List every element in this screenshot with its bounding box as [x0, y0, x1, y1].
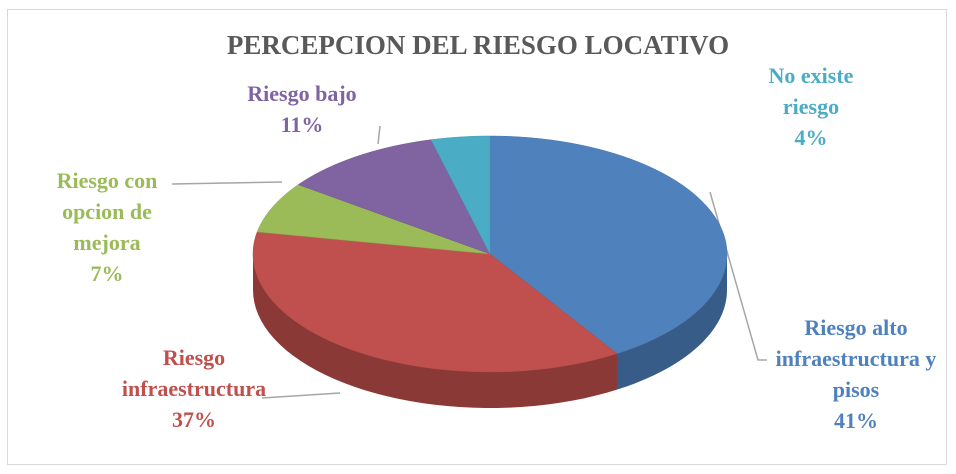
slice	[430, 135, 491, 255]
category-label: No existe riesgo	[768, 63, 854, 119]
slice	[297, 139, 491, 255]
value-label: 4%	[794, 125, 828, 150]
category-label: Riesgo bajo	[247, 81, 357, 106]
leader-line	[377, 125, 381, 145]
category-label: Riesgo alto infraestructura y pisos	[775, 315, 937, 402]
category-label: Riesgo infraestructura	[121, 345, 267, 401]
category-label: Riesgo con opcion de mejora	[56, 168, 158, 255]
pie-tops	[252, 135, 728, 373]
value-label: 11%	[280, 112, 324, 137]
leader-line	[171, 181, 283, 185]
value-label: 37%	[172, 407, 216, 432]
data-label: Riesgo con opcion de mejora 7%	[32, 165, 182, 289]
data-label: Riesgo alto infraestructura y pisos 41%	[772, 312, 940, 436]
pie-sides	[253, 254, 727, 408]
chart-title: PERCEPCION DEL RIESGO LOCATIVO	[226, 30, 730, 60]
data-label: No existe riesgo 4%	[752, 60, 870, 153]
data-label: Riesgo infraestructura 37%	[112, 342, 276, 435]
value-label: 41%	[834, 408, 878, 433]
slice-side	[253, 254, 617, 408]
value-label: 7%	[90, 261, 124, 286]
slice-side	[616, 254, 727, 390]
slice	[252, 231, 618, 373]
leader-line	[261, 392, 341, 399]
chart-frame	[7, 9, 947, 465]
slice	[256, 184, 491, 255]
data-label: Riesgo bajo 11%	[222, 78, 382, 140]
slice	[489, 135, 728, 354]
